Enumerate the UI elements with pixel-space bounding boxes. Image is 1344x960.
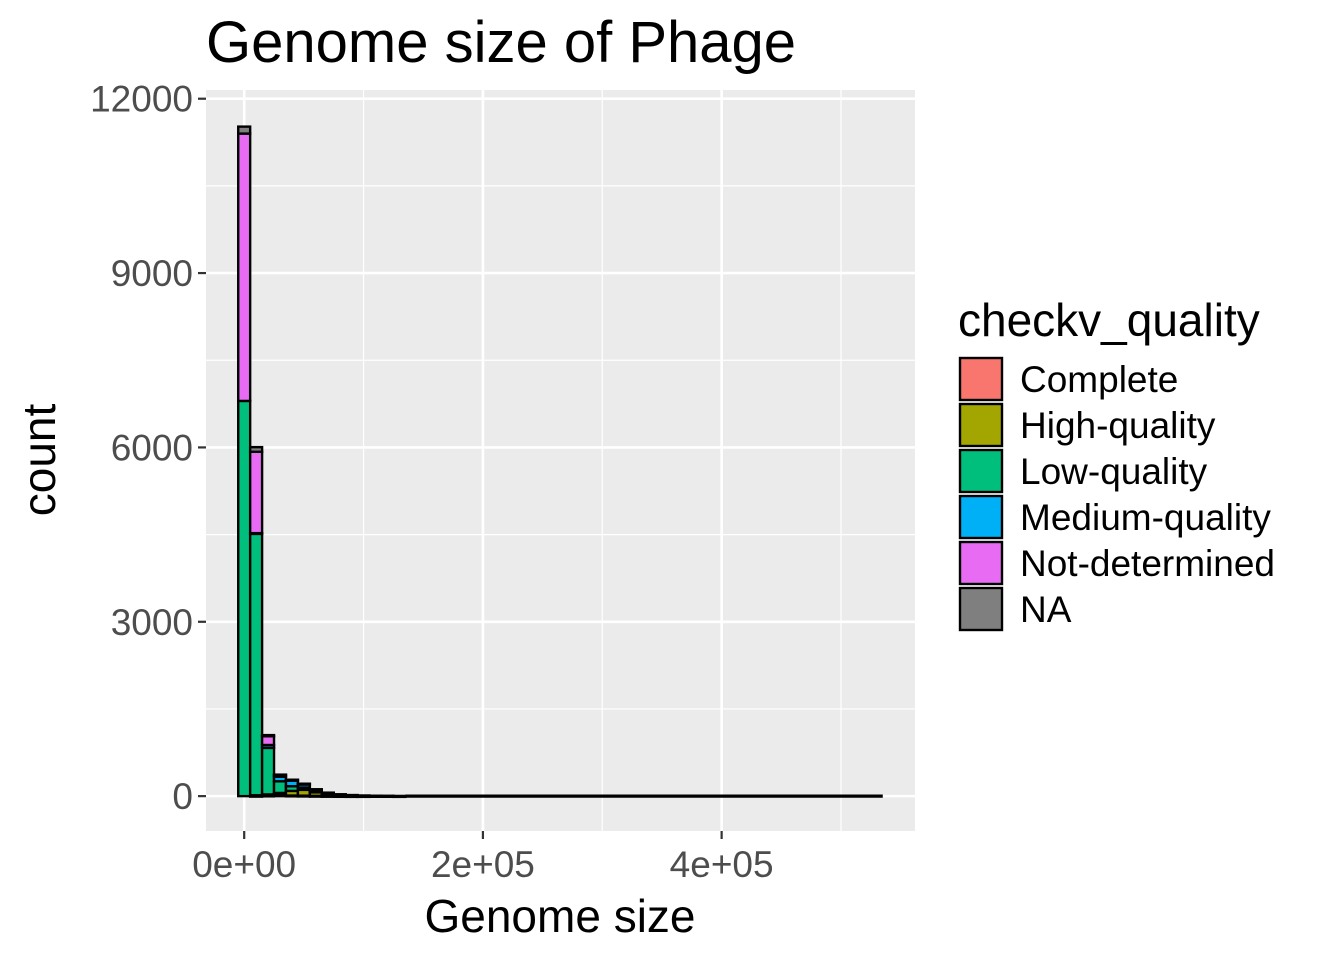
bar-not-determined-bin-1 (248, 450, 264, 535)
x-tick-label-0: 0e+00 (192, 844, 296, 885)
bar-medium-quality-bin-13 (392, 794, 407, 799)
legend-label-not-determined: Not-determined (1020, 543, 1275, 584)
bar-low-quality-bin-1 (248, 532, 264, 797)
legend-key-not-determined (958, 540, 1004, 586)
legend-label-high-quality: High-quality (1020, 405, 1216, 446)
minor-gridlines (206, 90, 915, 831)
bar-na-bin-2 (260, 733, 276, 738)
bar-not-determined-bin-6 (308, 788, 323, 792)
bar-not-determined-bin-2 (260, 735, 276, 747)
legend: checkv_quality Complete High-quality Low-q… (958, 294, 1275, 632)
legend-label-low-quality: Low-quality (1020, 451, 1208, 492)
x-tick-label-1: 2e+05 (431, 844, 535, 885)
y-tick-label-4: 12000 (90, 79, 193, 120)
bar-low-quality-bin-2 (260, 746, 276, 796)
y-axis: 0 3000 6000 9000 12000 (90, 79, 206, 817)
bar-medium-quality-bin-10 (356, 794, 371, 798)
bar-not-determined-bin-0 (237, 132, 252, 403)
legend-key-na (958, 586, 1004, 632)
x-axis-title: Genome size (424, 890, 695, 942)
bar-na-bin-4 (284, 778, 300, 782)
legend-key-high-quality (958, 402, 1004, 448)
y-tick-label-3: 9000 (111, 253, 193, 294)
y-axis-title: count (13, 404, 65, 517)
legend-key-complete (958, 356, 1004, 402)
x-axis: 0e+00 2e+05 4e+05 (192, 831, 774, 885)
legend-label-complete: Complete (1020, 359, 1178, 400)
y-tick-label-1: 3000 (111, 602, 193, 643)
chart-title: Genome size of Phage (206, 10, 796, 75)
bar-medium-quality-bin-11 (368, 794, 383, 798)
bar-na-bin-3 (272, 773, 288, 777)
bar-medium-quality-bin-12 (380, 794, 395, 798)
bar-na-bin-0 (237, 125, 252, 135)
legend-key-low-quality (958, 448, 1004, 494)
legend-title: checkv_quality (958, 294, 1260, 346)
x-tick-label-2: 4e+05 (670, 844, 774, 885)
bar-na-bin-1 (248, 445, 264, 453)
bar-not-determined-bin-7 (320, 791, 335, 795)
bar-low-quality-bin-3 (272, 780, 288, 795)
legend-label-na: NA (1020, 589, 1072, 630)
bar-low-quality-bin-0 (237, 399, 252, 798)
bar-not-determined-bin-9 (344, 793, 359, 798)
legend-label-medium-quality: Medium-quality (1020, 497, 1271, 538)
y-tick-label-2: 6000 (111, 427, 193, 468)
plot-panel (206, 90, 915, 831)
bar-not-determined-bin-8 (332, 793, 347, 797)
legend-key-medium-quality (958, 494, 1004, 540)
y-tick-label-0: 0 (172, 776, 193, 817)
histogram-bars (237, 125, 883, 799)
bar-na-bin-5 (296, 782, 312, 786)
